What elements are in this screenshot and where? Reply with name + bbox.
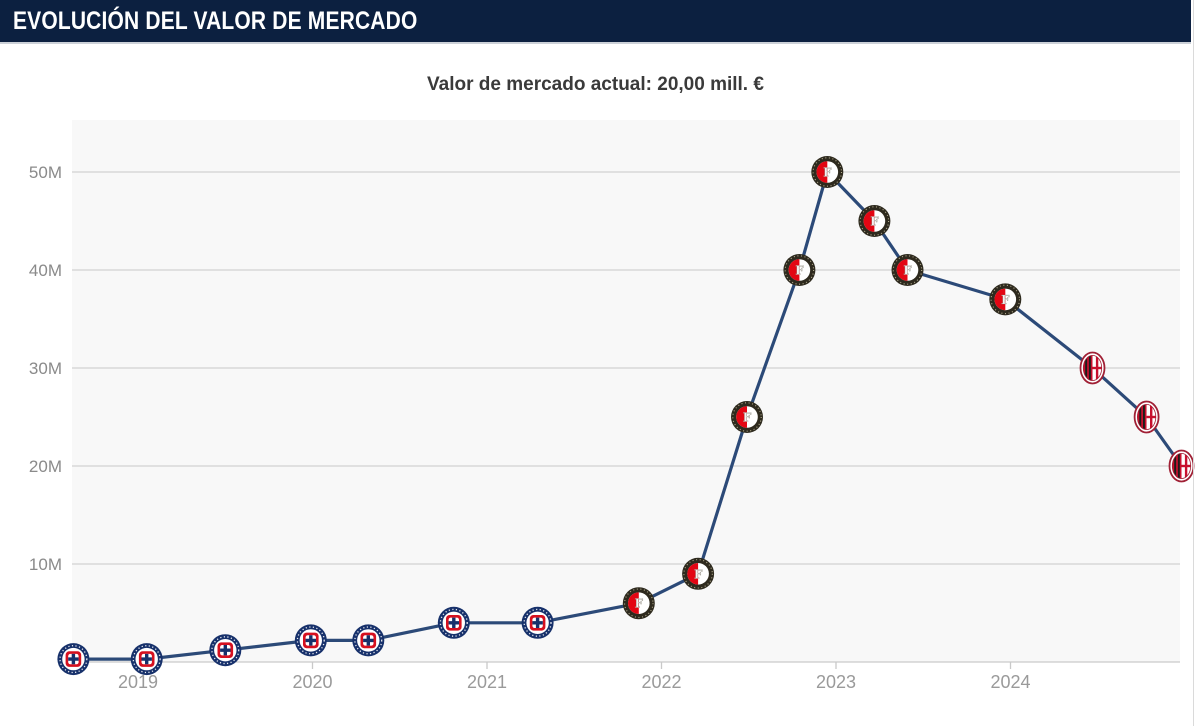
svg-text:2022: 2022: [641, 672, 681, 692]
gridlines: [72, 171, 1180, 565]
data-point-feyenoord-crest-icon[interactable]: F: [731, 401, 763, 433]
svg-text:F: F: [823, 166, 832, 180]
svg-text:F: F: [1001, 293, 1010, 307]
current-value-amount: 20,00 mill. €: [657, 74, 764, 95]
svg-text:30M: 30M: [29, 359, 62, 378]
data-point-cruz-azul-crest-icon[interactable]: [57, 643, 90, 676]
section-header: EVOLUCIÓN DEL VALOR DE MERCADO: [0, 0, 1191, 44]
svg-text:40M: 40M: [29, 261, 62, 280]
data-point-feyenoord-crest-icon[interactable]: F: [989, 283, 1022, 316]
x-axis-ticks: [137, 662, 1012, 669]
data-point-feyenoord-crest-icon[interactable]: F: [891, 254, 924, 286]
data-point-feyenoord-crest-icon[interactable]: F: [622, 587, 655, 620]
data-point-ac-milan-crest-icon[interactable]: [1168, 449, 1195, 483]
x-axis-labels: 2019 2020 2021 2022 2023 2024: [118, 672, 1031, 692]
page-edge-divider: [1193, 0, 1194, 726]
data-point-feyenoord-crest-icon[interactable]: F: [811, 156, 844, 188]
data-point-cruz-azul-crest-icon[interactable]: [209, 634, 242, 667]
svg-text:10M: 10M: [29, 555, 62, 574]
plot-area: [72, 120, 1180, 662]
data-point-ac-milan-crest-icon[interactable]: [1079, 351, 1106, 385]
current-value-label: Valor de mercado actual:: [427, 74, 652, 95]
crest-markers: F F F F F F F F: [57, 156, 1195, 676]
svg-text:F: F: [903, 264, 912, 278]
svg-text:2020: 2020: [292, 672, 332, 692]
svg-text:F: F: [743, 411, 752, 425]
data-point-feyenoord-crest-icon[interactable]: F: [783, 254, 816, 286]
svg-text:2019: 2019: [118, 672, 158, 692]
svg-text:20M: 20M: [29, 457, 62, 476]
data-point-feyenoord-crest-icon[interactable]: F: [858, 205, 891, 237]
svg-text:2023: 2023: [816, 672, 856, 692]
data-point-cruz-azul-crest-icon[interactable]: [352, 624, 385, 657]
svg-text:2021: 2021: [467, 672, 507, 692]
data-point-cruz-azul-crest-icon[interactable]: [437, 606, 470, 639]
svg-text:F: F: [694, 567, 703, 581]
svg-text:2024: 2024: [990, 672, 1030, 692]
svg-text:F: F: [635, 597, 644, 611]
data-point-cruz-azul-crest-icon[interactable]: [294, 624, 327, 657]
svg-text:50M: 50M: [29, 163, 62, 182]
data-point-feyenoord-crest-icon[interactable]: F: [682, 557, 715, 590]
svg-text:F: F: [795, 264, 804, 278]
data-point-ac-milan-crest-icon[interactable]: [1133, 400, 1160, 434]
y-axis-labels: 10M 20M 30M 40M 50M: [29, 163, 62, 574]
current-value-subtitle: Valor de mercado actual: 20,00 mill. €: [0, 74, 1191, 96]
data-point-cruz-azul-crest-icon[interactable]: [521, 606, 554, 639]
svg-text:F: F: [870, 215, 879, 229]
section-title: EVOLUCIÓN DEL VALOR DE MERCADO: [13, 6, 418, 35]
data-point-cruz-azul-crest-icon[interactable]: [130, 643, 163, 676]
